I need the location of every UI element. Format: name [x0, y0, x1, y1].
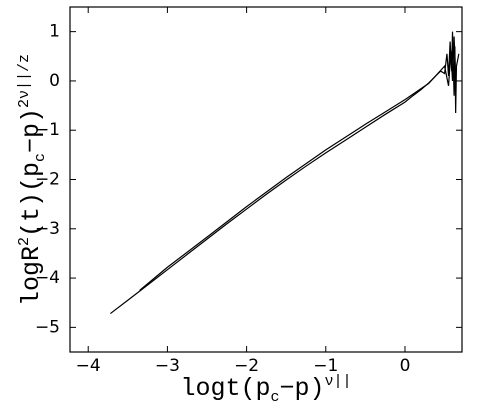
y-tick-label: 1 [49, 22, 60, 42]
data-line [110, 31, 460, 315]
axis-label-part: −p) [280, 374, 325, 403]
y-tick-label: −1 [35, 120, 60, 140]
y-tick-label: −5 [35, 317, 60, 337]
x-tick-label: 0 [400, 356, 411, 376]
x-tick-label: −2 [234, 356, 259, 376]
y-tick-label: 0 [49, 71, 60, 91]
axis-label-part: logR [17, 246, 46, 306]
axis-label-part: ν|| [325, 373, 352, 390]
axis-label-part: c [32, 153, 49, 162]
axis-label-part: c [270, 389, 279, 406]
y-axis-label: logR2(t)(pc−p)2ν||/z [16, 54, 49, 306]
x-tick-label: −3 [155, 356, 180, 376]
y-tick-label: −2 [35, 170, 60, 190]
axis-label-part: (t)(p [17, 162, 46, 237]
axis-label-part: 2 [16, 237, 33, 246]
axis-label-part: logt(p [180, 374, 270, 403]
x-tick-label: −4 [76, 356, 101, 376]
axis-label-part: −p) [17, 108, 46, 153]
data-line [139, 36, 457, 291]
y-tick-label: −3 [35, 219, 60, 239]
axis-label-part: 2ν||/z [16, 54, 33, 108]
y-tick-label: −4 [35, 268, 60, 288]
x-tick-label: −1 [313, 356, 338, 376]
x-axis-label: logt(pc−p)ν|| [180, 373, 351, 406]
plot-frame [69, 6, 463, 353]
